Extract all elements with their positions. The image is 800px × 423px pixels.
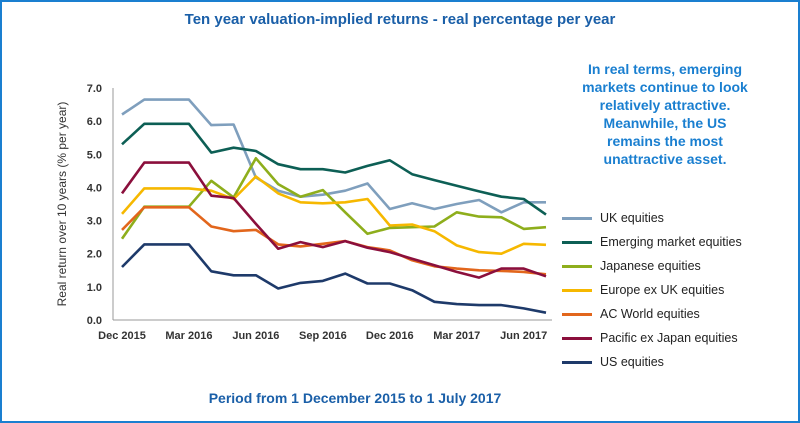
y-tick-label: 2.0 (87, 249, 102, 261)
legend-swatch (562, 240, 592, 244)
legend: UK equities Emerging market equities Japan… (562, 206, 742, 374)
legend-label: AC World equities (600, 307, 700, 321)
legend-item-emerging-market-equities: Emerging market equities (562, 230, 742, 254)
legend-label: US equities (600, 355, 664, 369)
annotation-line: Meanwhile, the US (603, 115, 727, 131)
y-tick-label: 1.0 (87, 282, 102, 294)
series-line-us-equities (121, 243, 547, 314)
annotation-line: markets continue to look (582, 79, 748, 95)
period-caption: Period from 1 December 2015 to 1 July 20… (208, 390, 502, 406)
legend-swatch (562, 312, 592, 316)
x-tick-label: Mar 2016 (165, 330, 212, 342)
y-axis-label: Real return over 10 years (% per year) (55, 102, 69, 307)
x-tick-label: Sep 2016 (299, 330, 347, 342)
legend-label: Japanese equities (600, 259, 701, 273)
legend-item-japanese-equities: Japanese equities (562, 254, 742, 278)
y-tick-label: 0.0 (87, 315, 102, 327)
legend-swatch (562, 336, 592, 340)
series-line-europe-ex-uk-equities (121, 175, 547, 255)
legend-label: Pacific ex Japan equities (600, 331, 738, 345)
annotation-line: remains the most (607, 133, 723, 149)
series-line-uk-equities (121, 98, 546, 214)
y-tick-label: 4.0 (87, 182, 102, 194)
legend-item-pacific-ex-japan-equities: Pacific ex Japan equities (562, 326, 742, 350)
x-tick-label: Jun 2017 (500, 330, 547, 342)
legend-item-europe-ex-uk-equities: Europe ex UK equities (562, 278, 742, 302)
y-tick-label: 3.0 (87, 216, 102, 228)
series-line-pacific-ex-japan-equities (120, 161, 547, 279)
legend-swatch (562, 216, 592, 220)
series-line-emerging-market-equities (121, 122, 547, 216)
annotation-line: In real terms, emerging (587, 61, 743, 77)
legend-swatch (562, 264, 592, 268)
x-tick-label: Dec 2015 (98, 330, 146, 342)
series-lines (120, 98, 547, 314)
chart-title: Ten year valuation-implied returns - rea… (184, 11, 616, 28)
legend-label: UK equities (600, 211, 664, 225)
legend-item-ac-world-equities: AC World equities (562, 302, 742, 326)
annotation-line: relatively attractive. (599, 97, 731, 113)
legend-item-uk-equities: UK equities (562, 206, 742, 230)
x-tick-label: Jun 2016 (232, 330, 279, 342)
annotation-line: unattractive asset. (603, 151, 727, 167)
axes: 0.0 1.0 2.0 3.0 4.0 5.0 6.0 7.0 Dec 2015 Mar 2016… (87, 83, 552, 342)
y-tick-label: 5.0 (87, 149, 102, 161)
legend-label: Emerging market equities (600, 235, 742, 249)
y-tick-label: 6.0 (87, 116, 102, 128)
x-tick-label: Dec 2016 (366, 330, 414, 342)
x-tick-label: Mar 2017 (433, 330, 480, 342)
annotation-text: In real terms, emerging markets continue… (540, 60, 790, 168)
legend-item-us-equities: US equities (562, 350, 742, 374)
series-line-ac-world-equities (121, 206, 547, 276)
legend-swatch (562, 288, 592, 292)
y-tick-label: 7.0 (87, 83, 102, 95)
legend-swatch (562, 360, 592, 364)
legend-label: Europe ex UK equities (600, 283, 725, 297)
series-line-japanese-equities (120, 157, 547, 240)
